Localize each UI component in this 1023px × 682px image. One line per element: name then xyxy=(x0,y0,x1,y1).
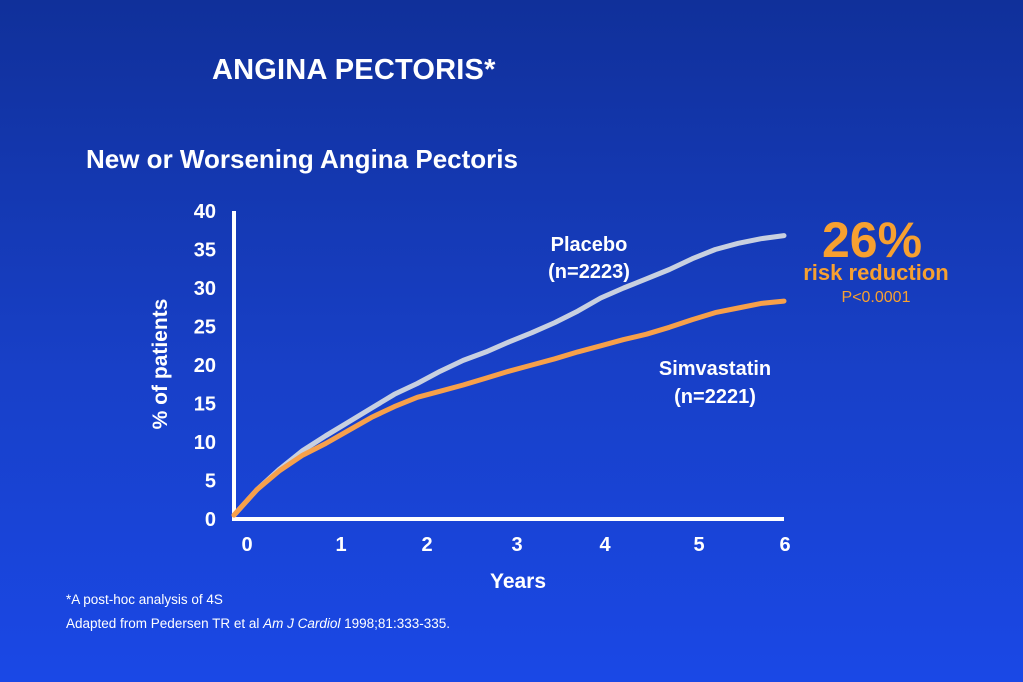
risk-reduction-label: risk reduction xyxy=(803,260,948,285)
slide-title: ANGINA PECTORIS* xyxy=(212,54,496,86)
x-tick-label: 2 xyxy=(421,534,432,556)
x-tick-label: 6 xyxy=(779,534,790,556)
y-tick-labels: 0 5 10 15 20 25 30 35 40 xyxy=(194,201,216,531)
x-tick-label: 3 xyxy=(511,534,522,556)
x-tick-labels: 0 1 2 3 4 5 6 xyxy=(241,534,790,556)
citation-prefix: Adapted from Pedersen TR et al xyxy=(66,616,264,631)
x-tick-label: 0 xyxy=(241,534,252,556)
series-line-simvastatin xyxy=(231,298,787,518)
simvastatin-label-name: Simvastatin xyxy=(659,358,771,380)
citation-journal: Am J Cardiol xyxy=(263,616,341,631)
chart-title: New or Worsening Angina Pectoris xyxy=(86,144,518,174)
y-tick-label: 30 xyxy=(194,278,216,300)
x-tick-label: 5 xyxy=(693,534,704,556)
placebo-label-n: (n=2223) xyxy=(548,261,630,283)
citation-suffix: 1998;81:333-335. xyxy=(340,616,450,631)
footnote-citation: Adapted from Pedersen TR et al Am J Card… xyxy=(66,616,450,631)
y-tick-label: 40 xyxy=(194,201,216,223)
simvastatin-label-n: (n=2221) xyxy=(674,386,756,408)
y-tick-label: 5 xyxy=(205,471,216,493)
chart-axes xyxy=(232,211,784,521)
y-tick-label: 25 xyxy=(194,317,216,339)
footnote-note: *A post-hoc analysis of 4S xyxy=(66,592,223,607)
series-line-placebo xyxy=(231,233,787,518)
y-tick-label: 10 xyxy=(194,432,216,454)
placebo-label-name: Placebo xyxy=(551,234,628,256)
y-axis-title: % of patients xyxy=(149,299,172,430)
series-lines xyxy=(231,233,787,518)
y-tick-label: 20 xyxy=(194,355,216,377)
y-tick-label: 15 xyxy=(194,394,216,416)
x-tick-label: 4 xyxy=(599,534,611,556)
y-tick-label: 35 xyxy=(194,240,216,262)
p-value: P<0.0001 xyxy=(842,289,911,306)
y-tick-label: 0 xyxy=(205,509,216,531)
x-tick-label: 1 xyxy=(335,534,346,556)
risk-reduction-percent: 26% xyxy=(822,212,922,268)
x-axis-title: Years xyxy=(490,570,546,593)
